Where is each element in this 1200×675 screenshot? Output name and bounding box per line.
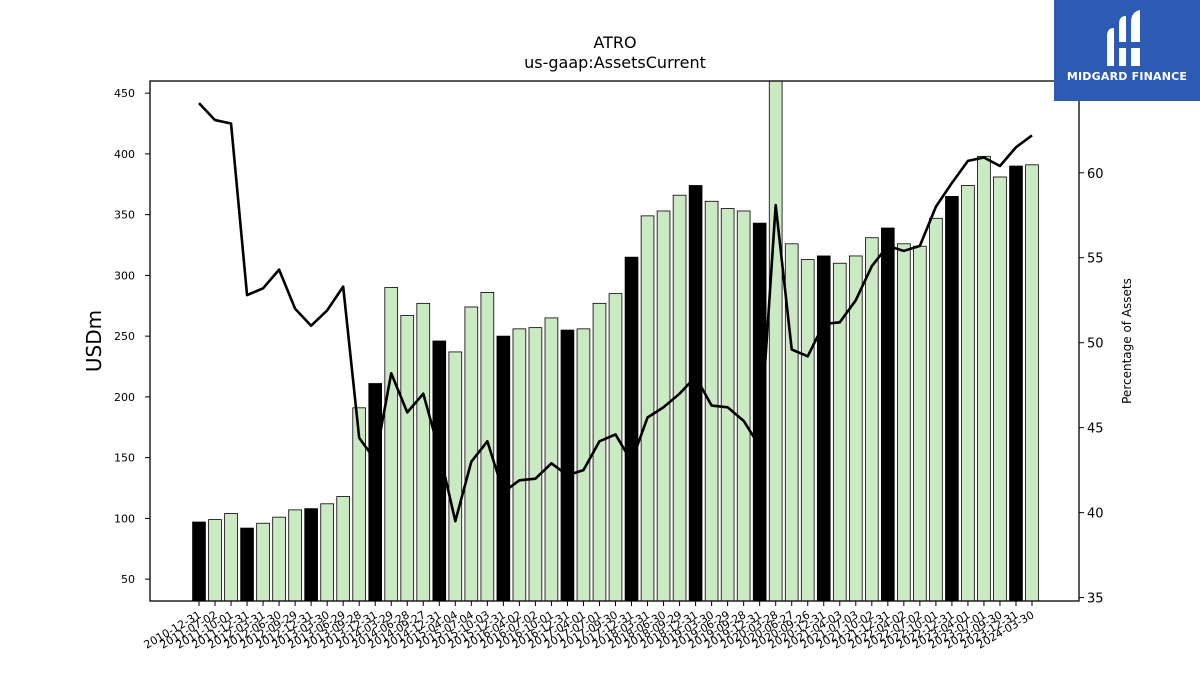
bar-2019-09-28: [736, 210, 751, 602]
chart-title: ATRO: [593, 33, 636, 52]
bar-2023-07-01: [977, 155, 991, 602]
brand-logo: MIDGARD FINANCE: [1054, 0, 1200, 101]
x-ticks: 2010-12-312011-07-022011-10-012011-12-31…: [142, 601, 1037, 652]
pct-of-assets-line: [198, 102, 1033, 523]
bar-2016-04-02: [512, 328, 527, 602]
y-right-tick-label-40: 40: [1087, 507, 1104, 522]
brand-name: MIDGARD FINANCE: [1066, 70, 1188, 83]
bar-2019-06-29: [720, 208, 735, 602]
line-group: [198, 102, 1033, 523]
y-tick-label-350: 350: [114, 209, 135, 222]
bar-2016-07-02: [528, 327, 543, 602]
y-ticks-right: 35 40 45 50 55 60: [1079, 167, 1104, 607]
chart-subtitle: us-gaap:AssetsCurrent: [524, 53, 706, 72]
y-tick-label-250: 250: [114, 330, 135, 343]
y-tick-label-450: 450: [114, 87, 135, 100]
bar-2012-06-30: [272, 516, 286, 602]
bar-2022-10-01: [929, 217, 943, 602]
y-tick-label-300: 300: [114, 269, 135, 282]
y-axis-label-right: Percentage of Assets: [1120, 278, 1134, 404]
bar-2014-09-27: [416, 302, 431, 602]
y-tick-label-200: 200: [114, 391, 135, 404]
y-tick-label-100: 100: [114, 512, 135, 525]
bar-2018-03-31: [640, 215, 655, 602]
bar-2013-06-29: [336, 496, 350, 602]
y-right-tick-label-45: 45: [1087, 422, 1104, 437]
bar-2018-12-31: [688, 185, 703, 602]
bar-2022-07-02: [913, 245, 927, 602]
y-right-tick-label-60: 60: [1087, 167, 1104, 182]
y-right-tick-label-35: 35: [1087, 592, 1104, 607]
bar-2020-03-28: [768, 80, 783, 602]
bar-2022-04-02: [897, 243, 911, 602]
bar-2016-10-01: [544, 317, 559, 602]
bar-2023-09-30: [993, 176, 1007, 602]
bar-2017-04-01: [576, 328, 591, 602]
bar-2012-12-31: [304, 508, 318, 602]
bar-2017-07-01: [592, 302, 607, 602]
bar-2021-04-03: [832, 262, 847, 602]
bar-2017-12-31: [624, 256, 639, 602]
bar-2023-04-01: [961, 185, 975, 602]
midgard-logo-icon: [1107, 10, 1140, 66]
bar-2016-12-31: [560, 329, 575, 602]
y-right-tick-label-55: 55: [1087, 252, 1104, 267]
bar-2021-12-31: [881, 227, 895, 602]
bars-group: [192, 80, 1039, 602]
bar-2011-12-31: [240, 527, 254, 602]
bar-2023-12-31: [1009, 165, 1023, 602]
y-ticks-left: 50 100 150 200 250 300 350 400 450: [114, 87, 150, 586]
bar-2019-03-30: [704, 200, 719, 602]
bar-2014-03-29: [384, 287, 399, 602]
bar-2015-12-31: [496, 335, 511, 602]
bar-2012-09-29: [288, 509, 302, 602]
bar-2011-10-01: [224, 513, 238, 602]
bar-2020-09-26: [800, 259, 815, 602]
bar-2011-07-02: [208, 519, 222, 602]
y-axis-label-left: USDm: [82, 310, 106, 372]
bar-2024-03-30: [1025, 164, 1039, 602]
y-tick-label-150: 150: [114, 452, 135, 465]
bar-2013-03-30: [320, 503, 334, 602]
bar-2022-12-31: [945, 196, 959, 602]
y-tick-label-50: 50: [121, 573, 135, 586]
y-right-tick-label-50: 50: [1087, 337, 1104, 352]
plot-frame: [149, 80, 1080, 602]
bar-2019-12-31: [752, 222, 767, 602]
y-tick-label-400: 400: [114, 148, 135, 161]
bar-2021-10-02: [865, 237, 879, 602]
bar-2015-04-04: [448, 351, 463, 602]
bar-2014-06-28: [400, 315, 415, 602]
bar-2020-12-31: [816, 255, 831, 602]
bar-2013-12-31: [368, 383, 383, 602]
bar-2012-03-31: [256, 522, 270, 602]
bar-2010-12-31: [192, 521, 206, 602]
bar-2017-09-30: [608, 293, 623, 602]
